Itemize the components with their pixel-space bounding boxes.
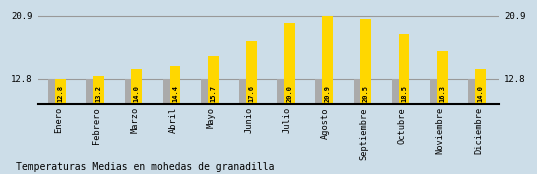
Bar bbox=[322, 15, 333, 104]
Bar bbox=[163, 79, 173, 104]
Bar bbox=[48, 79, 59, 104]
Bar bbox=[284, 23, 295, 104]
Bar bbox=[353, 79, 364, 104]
Bar bbox=[125, 79, 135, 104]
Bar bbox=[468, 79, 479, 104]
Bar bbox=[392, 79, 402, 104]
Text: 12.8: 12.8 bbox=[57, 85, 63, 102]
Text: 18.5: 18.5 bbox=[401, 85, 407, 102]
Bar bbox=[86, 79, 97, 104]
Bar bbox=[398, 34, 409, 104]
Bar bbox=[437, 51, 447, 104]
Text: 14.0: 14.0 bbox=[477, 85, 483, 102]
Bar bbox=[55, 79, 66, 104]
Text: 14.4: 14.4 bbox=[172, 85, 178, 102]
Text: 20.9: 20.9 bbox=[325, 85, 331, 102]
Text: 20.0: 20.0 bbox=[287, 85, 293, 102]
Bar bbox=[93, 76, 104, 104]
Bar bbox=[430, 79, 441, 104]
Text: Temperaturas Medias en mohedas de granadilla: Temperaturas Medias en mohedas de granad… bbox=[16, 162, 274, 172]
Bar bbox=[475, 69, 485, 104]
Bar bbox=[277, 79, 288, 104]
Text: 15.7: 15.7 bbox=[210, 85, 216, 102]
Text: 17.6: 17.6 bbox=[248, 85, 255, 102]
Bar bbox=[208, 56, 219, 104]
Text: 20.5: 20.5 bbox=[363, 85, 369, 102]
Bar bbox=[360, 19, 371, 104]
Bar bbox=[239, 79, 250, 104]
Bar bbox=[170, 66, 180, 104]
Bar bbox=[132, 69, 142, 104]
Text: 14.0: 14.0 bbox=[134, 85, 140, 102]
Bar bbox=[246, 41, 257, 104]
Text: 16.3: 16.3 bbox=[439, 85, 445, 102]
Text: 13.2: 13.2 bbox=[96, 85, 101, 102]
Bar bbox=[201, 79, 212, 104]
Bar bbox=[315, 79, 326, 104]
